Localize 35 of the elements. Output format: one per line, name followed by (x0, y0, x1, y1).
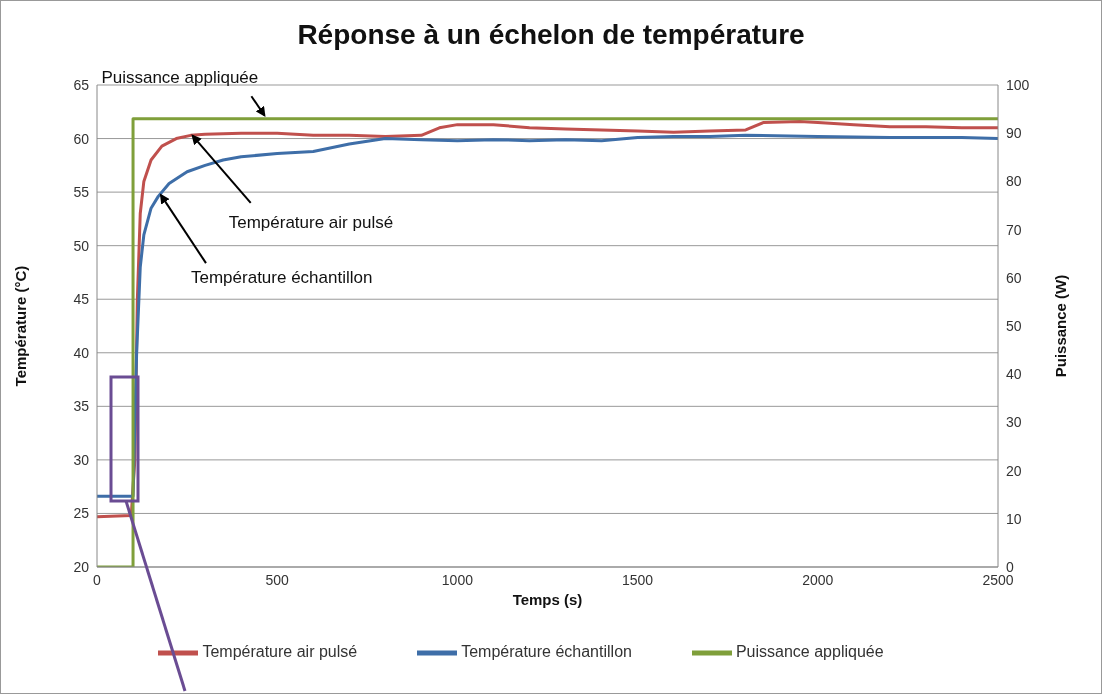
y-axis-title: Température (°C) (12, 265, 30, 387)
legend-label: Puissance appliquée (735, 643, 884, 661)
y2-tick-label: 60 (1006, 269, 1022, 286)
y-tick-label: 30 (73, 451, 90, 468)
x-axis-title: Temps (s) (512, 591, 583, 608)
y2-tick-label: 20 (1006, 462, 1022, 479)
x-tick-label: 1500 (622, 571, 654, 588)
y-tick-label: 20 (73, 558, 90, 575)
x-tick-label: 500 (265, 571, 290, 588)
y2-tick-label: 10 (1006, 510, 1022, 527)
y2-tick-label: 100 (1006, 76, 1030, 93)
x-tick-label: 0 (93, 571, 102, 588)
y-tick-label: 45 (73, 291, 90, 308)
y-tick-label: 50 (73, 237, 90, 254)
y2-tick-label: 80 (1006, 173, 1022, 190)
y2-axis-title: Puissance (W) (1052, 274, 1070, 378)
y2-tick-label: 30 (1006, 414, 1022, 431)
y-tick-label: 35 (73, 398, 90, 415)
y2-tick-label: 90 (1006, 125, 1022, 142)
y2-tick-label: 70 (1006, 221, 1022, 238)
chart-title: Réponse à un échelon de température (296, 19, 806, 51)
x-tick-label: 1000 (441, 571, 474, 588)
legend-label: Température air pulsé (202, 643, 358, 661)
annotation: Température échantillon (190, 268, 373, 288)
y-tick-label: 65 (73, 76, 90, 93)
x-tick-label: 2000 (802, 571, 834, 588)
annotation: Puissance appliquée (101, 68, 259, 88)
y-tick-label: 25 (73, 505, 90, 522)
legend-label: Température échantillon (461, 643, 632, 661)
y-tick-label: 40 (73, 344, 90, 361)
y-tick-label: 60 (73, 130, 90, 147)
y2-tick-label: 40 (1006, 366, 1022, 383)
y2-tick-label: 50 (1006, 317, 1022, 334)
annotation: Température air pulsé (228, 212, 394, 232)
y-tick-label: 55 (73, 184, 90, 201)
